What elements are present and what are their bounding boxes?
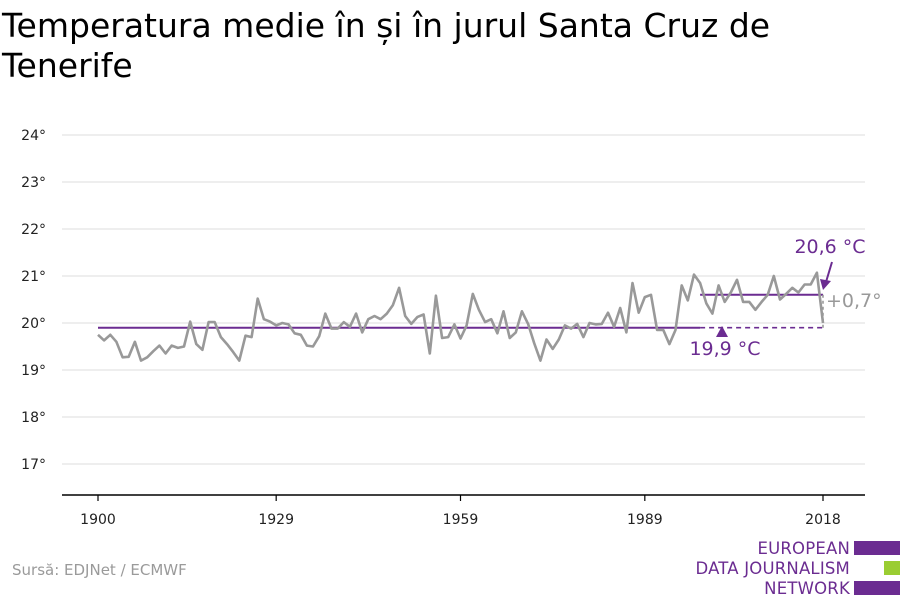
annotations — [98, 293, 824, 329]
logo-bar-2 — [884, 561, 900, 575]
y-tick-label: 23° — [21, 175, 46, 191]
baseline-arrow-head — [716, 326, 728, 337]
difference-label: +0,7° — [826, 290, 882, 312]
annotation-labels: 20,6 °C 19,9 °C +0,7° — [689, 236, 881, 360]
series-line — [97, 271, 825, 362]
logo-line-1: EUROPEAN — [757, 539, 850, 558]
y-tick-label: 21° — [21, 269, 46, 285]
logo-bar-3 — [854, 581, 900, 595]
logo-bar-1 — [854, 541, 900, 555]
y-tick-label: 24° — [21, 128, 46, 144]
y-axis-tick-labels: 17° 18° 19° 20° 21° 22° 23° 24° — [21, 128, 46, 473]
logo-line-2: DATA JOURNALISM — [695, 559, 850, 578]
y-tick-label: 17° — [21, 457, 46, 473]
x-tick-label: 1929 — [258, 512, 294, 528]
recent-arrow-head — [820, 279, 831, 290]
edjnet-logo: EUROPEAN DATA JOURNALISM NETWORK — [695, 538, 900, 600]
x-tick-label: 1959 — [443, 512, 479, 528]
x-tick-label: 1989 — [627, 512, 663, 528]
source-note: Sursă: EDJNet / ECMWF — [12, 561, 187, 579]
y-tick-label: 20° — [21, 316, 46, 332]
y-tick-label: 19° — [21, 363, 46, 379]
y-tick-label: 22° — [21, 222, 46, 238]
recent-arrow-line — [825, 261, 833, 283]
series-group — [97, 271, 825, 362]
baseline-label: 19,9 °C — [689, 338, 760, 360]
gridlines — [62, 134, 865, 465]
x-axis: 1900 1929 1959 1989 2018 — [62, 494, 865, 528]
logo-line-3: NETWORK — [764, 579, 850, 598]
chart-title: Temperatura medie în și în jurul Santa C… — [2, 6, 771, 85]
recent-mean-label: 20,6 °C — [794, 236, 865, 258]
x-tick-label: 1900 — [80, 512, 116, 528]
y-tick-label: 18° — [21, 410, 46, 426]
x-tick-label: 2018 — [805, 512, 841, 528]
